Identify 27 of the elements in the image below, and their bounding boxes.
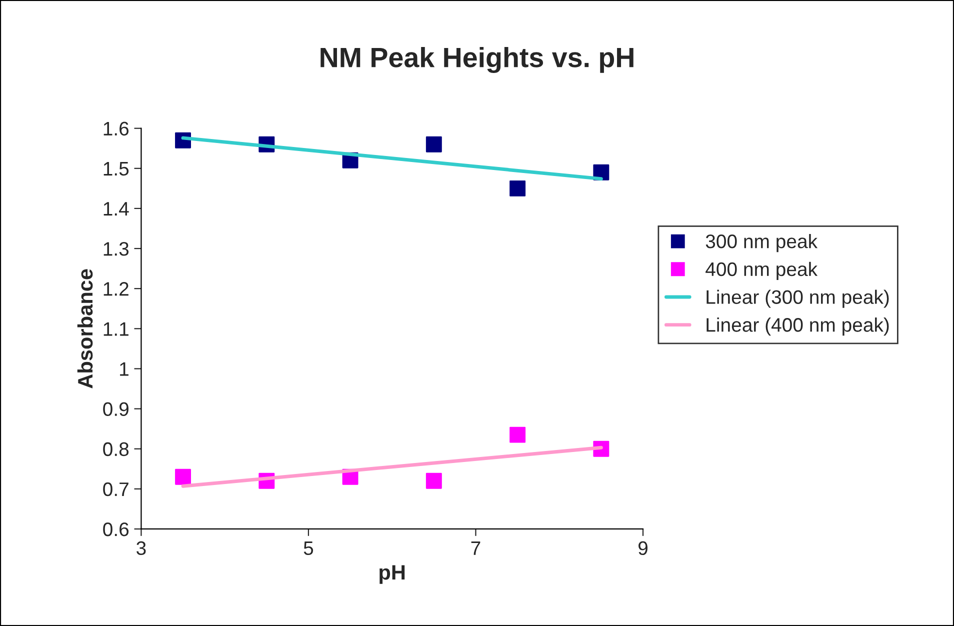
y-tick-label: 1.3 (104, 242, 129, 256)
y-tick-label: 0.9 (103, 402, 128, 416)
x-tick-label: 9 (638, 541, 648, 556)
point (426, 136, 442, 152)
y-axis-title: Absorbance (77, 269, 93, 388)
y-tick-label: 1.5 (104, 162, 129, 176)
x-axis-title: pH (380, 565, 405, 584)
legend-label: Linear (300 nm peak) (706, 290, 889, 308)
point (510, 426, 526, 443)
point (175, 468, 191, 485)
y-tick-label: 1.2 (104, 282, 128, 296)
y-tick-label: 1.6 (104, 122, 129, 136)
point (510, 180, 526, 196)
legend-label: 400 nm peak (706, 262, 818, 280)
y-tick-label: 1.1 (104, 322, 128, 336)
x-tick-label: 7 (471, 541, 480, 555)
point (426, 472, 442, 489)
y-tick-label: 0.6 (103, 522, 129, 536)
y-tick-label: 0.7 (103, 482, 128, 496)
x-tick-label: 5 (304, 541, 314, 556)
y-tick-label: 1 (120, 362, 128, 376)
y-tick-label: 1.4 (104, 202, 129, 216)
x-tick-label: 3 (136, 541, 146, 556)
legend-label: 300 nm peak (706, 234, 818, 252)
legend-label: Linear (400 nm peak) (706, 318, 889, 336)
y-tick-label: 0.8 (103, 442, 129, 456)
chart-title: NM Peak Heights vs. pH (320, 46, 634, 73)
